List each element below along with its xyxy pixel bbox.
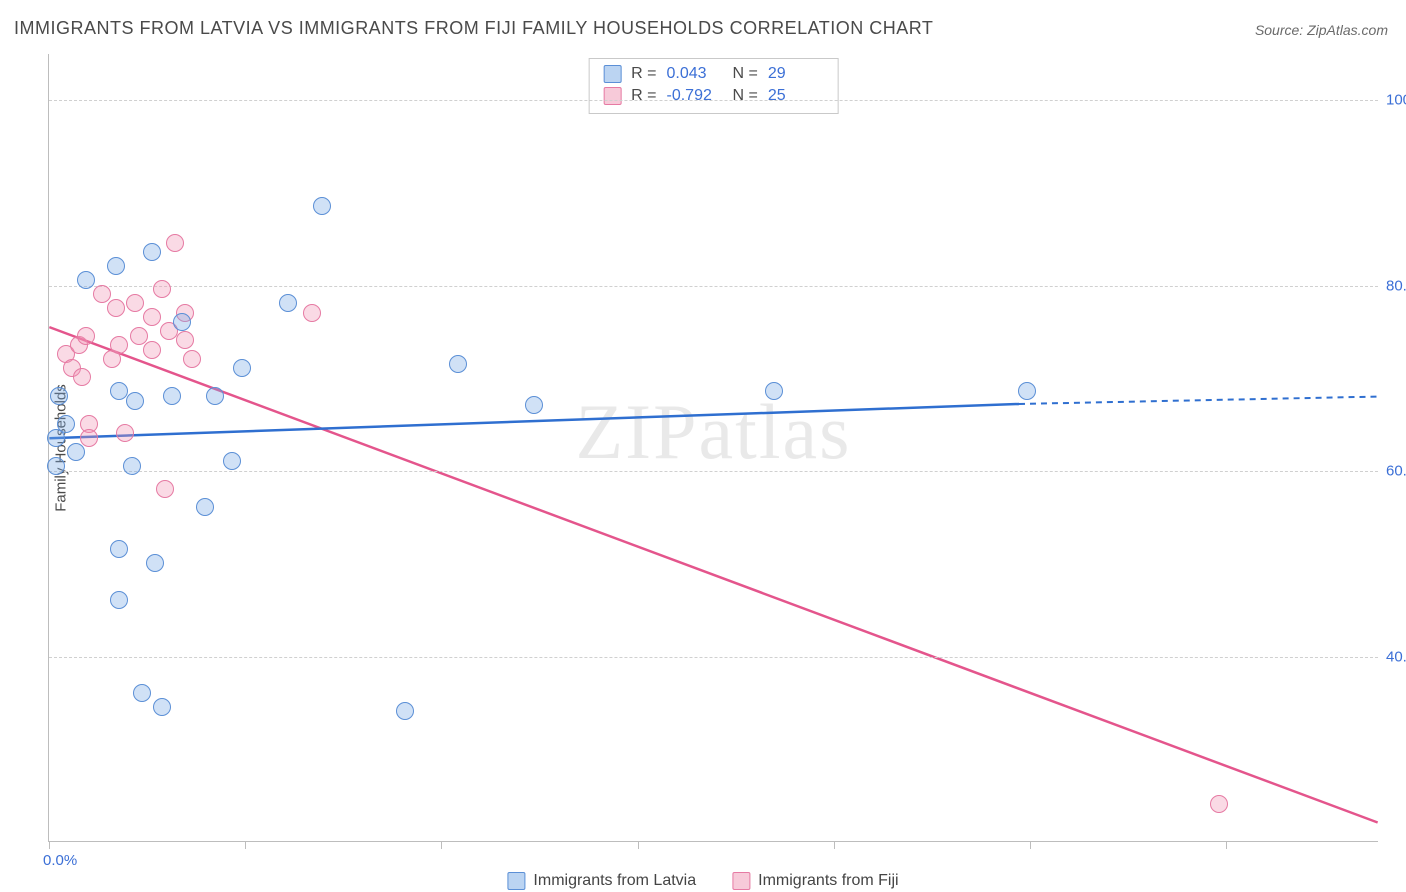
scatter-point-pink bbox=[77, 327, 95, 345]
scatter-point-blue bbox=[233, 359, 251, 377]
scatter-point-blue bbox=[279, 294, 297, 312]
scatter-point-blue bbox=[449, 355, 467, 373]
scatter-point-blue bbox=[313, 197, 331, 215]
scatter-point-pink bbox=[116, 424, 134, 442]
scatter-point-pink bbox=[153, 280, 171, 298]
scatter-point-pink bbox=[110, 336, 128, 354]
swatch-blue-icon bbox=[507, 872, 525, 890]
swatch-blue-icon bbox=[603, 65, 621, 83]
x-tick bbox=[441, 841, 442, 849]
scatter-point-pink bbox=[126, 294, 144, 312]
stats-box: R = 0.043 N = 29 R = -0.792 N = 25 bbox=[588, 58, 839, 114]
scatter-point-blue bbox=[525, 396, 543, 414]
x-tick bbox=[1226, 841, 1227, 849]
scatter-point-blue bbox=[396, 702, 414, 720]
stat-r-label: R = bbox=[631, 85, 656, 107]
scatter-point-pink bbox=[143, 341, 161, 359]
bottom-legend: Immigrants from Latvia Immigrants from F… bbox=[507, 872, 898, 890]
chart-title: IMMIGRANTS FROM LATVIA VS IMMIGRANTS FRO… bbox=[14, 18, 933, 39]
scatter-point-blue bbox=[223, 452, 241, 470]
regression-line-blue-dashed bbox=[1019, 397, 1378, 404]
x-tick bbox=[49, 841, 50, 849]
scatter-point-blue bbox=[1018, 382, 1036, 400]
x-tick bbox=[638, 841, 639, 849]
legend-item-blue: Immigrants from Latvia bbox=[507, 872, 696, 890]
scatter-point-blue bbox=[143, 243, 161, 261]
source-attribution: Source: ZipAtlas.com bbox=[1255, 22, 1388, 38]
gridline-h bbox=[49, 657, 1378, 658]
scatter-point-pink bbox=[1210, 795, 1228, 813]
stats-row-pink: R = -0.792 N = 25 bbox=[603, 85, 824, 107]
regression-lines-svg bbox=[49, 54, 1378, 841]
scatter-point-blue bbox=[67, 443, 85, 461]
scatter-point-blue bbox=[123, 457, 141, 475]
legend-label-blue: Immigrants from Latvia bbox=[533, 872, 696, 890]
scatter-point-blue bbox=[77, 271, 95, 289]
scatter-point-pink bbox=[107, 299, 125, 317]
plot-area: Family Households ZIPatlas R = 0.043 N =… bbox=[48, 54, 1378, 842]
stat-n-pink: 25 bbox=[768, 85, 824, 107]
scatter-point-blue bbox=[57, 415, 75, 433]
scatter-point-blue bbox=[196, 498, 214, 516]
scatter-point-pink bbox=[143, 308, 161, 326]
scatter-point-blue bbox=[47, 457, 65, 475]
x-tick bbox=[834, 841, 835, 849]
stat-r-pink: -0.792 bbox=[667, 85, 723, 107]
scatter-point-pink bbox=[176, 331, 194, 349]
swatch-pink-icon bbox=[732, 872, 750, 890]
stat-n-label: N = bbox=[733, 63, 758, 85]
y-tick-label: 60.0% bbox=[1386, 463, 1406, 480]
x-tick bbox=[1030, 841, 1031, 849]
scatter-point-blue bbox=[110, 540, 128, 558]
scatter-point-blue bbox=[163, 387, 181, 405]
swatch-pink-icon bbox=[603, 87, 621, 105]
scatter-point-pink bbox=[73, 368, 91, 386]
stat-n-label: N = bbox=[733, 85, 758, 107]
scatter-point-pink bbox=[156, 480, 174, 498]
gridline-h bbox=[49, 471, 1378, 472]
stat-r-label: R = bbox=[631, 63, 656, 85]
scatter-point-pink bbox=[183, 350, 201, 368]
y-tick-label: 80.0% bbox=[1386, 277, 1406, 294]
scatter-point-blue bbox=[110, 382, 128, 400]
scatter-point-blue bbox=[206, 387, 224, 405]
y-tick-label: 100.0% bbox=[1386, 92, 1406, 109]
scatter-point-blue bbox=[110, 591, 128, 609]
scatter-point-blue bbox=[765, 382, 783, 400]
stats-row-blue: R = 0.043 N = 29 bbox=[603, 63, 824, 85]
legend-label-pink: Immigrants from Fiji bbox=[758, 872, 898, 890]
gridline-h bbox=[49, 286, 1378, 287]
scatter-point-blue bbox=[107, 257, 125, 275]
scatter-point-blue bbox=[153, 698, 171, 716]
gridline-h bbox=[49, 100, 1378, 101]
scatter-point-blue bbox=[126, 392, 144, 410]
scatter-point-blue bbox=[173, 313, 191, 331]
scatter-point-blue bbox=[146, 554, 164, 572]
legend-item-pink: Immigrants from Fiji bbox=[732, 872, 898, 890]
stat-n-blue: 29 bbox=[768, 63, 824, 85]
scatter-point-pink bbox=[166, 234, 184, 252]
stat-r-blue: 0.043 bbox=[667, 63, 723, 85]
x-tick bbox=[245, 841, 246, 849]
scatter-point-blue bbox=[50, 387, 68, 405]
scatter-point-blue bbox=[133, 684, 151, 702]
y-tick-label: 40.0% bbox=[1386, 648, 1406, 665]
scatter-point-pink bbox=[303, 304, 321, 322]
x-tick-label-left: 0.0% bbox=[43, 852, 77, 869]
scatter-point-pink bbox=[80, 429, 98, 447]
